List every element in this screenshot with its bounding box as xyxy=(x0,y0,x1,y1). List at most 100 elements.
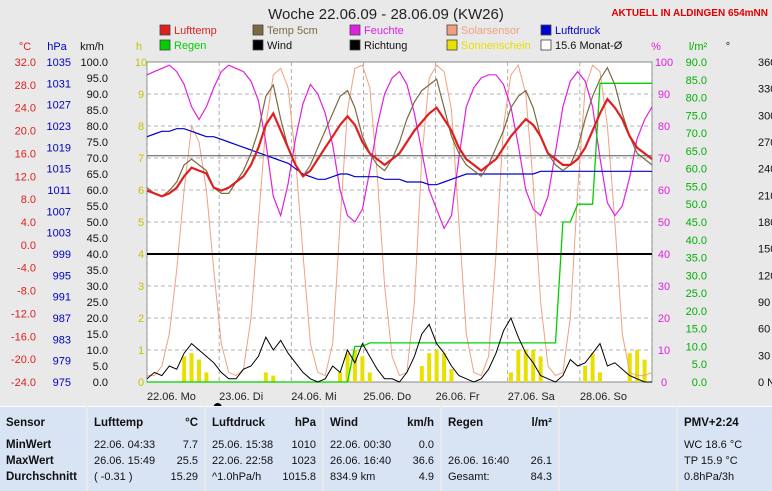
solarsensor-line xyxy=(147,64,653,377)
sunshine-bar xyxy=(352,350,357,382)
wind-distance: 834.9 km xyxy=(330,471,376,483)
wind-tick-label: 0.0 xyxy=(93,377,108,389)
wind-tick-label: 10.0 xyxy=(87,345,108,357)
sun-tick-label: 9 xyxy=(138,89,144,101)
temp-unit-label: °C xyxy=(19,41,31,53)
humidity-tick-label: 10 xyxy=(658,345,670,357)
feuchte-line xyxy=(146,64,653,230)
rain-tick-label: 45.0 xyxy=(686,217,707,229)
sunshine-bar xyxy=(642,359,647,382)
wind-tick-label: 75.0 xyxy=(87,137,108,149)
legend-swatch xyxy=(540,39,552,51)
sun-tick-label: 3 xyxy=(138,281,144,293)
sunshine-bar xyxy=(531,350,536,382)
legend-label: Wind xyxy=(267,40,292,52)
legend-label: 15.6 Monat-Ø xyxy=(555,40,623,52)
legend-label: Lufttemp xyxy=(174,25,217,37)
sunshine-bar xyxy=(189,353,194,382)
sun-tick-label: 10 xyxy=(135,57,147,69)
sunshine-bar xyxy=(263,372,268,382)
sunshine-bar xyxy=(538,356,543,382)
humidity-tick-label: 0 xyxy=(661,377,667,389)
luftdruck-trend: ^1.0hPa/h xyxy=(212,471,262,483)
direction-tick-label: 0 N xyxy=(758,377,772,389)
minwert-label: MinWert xyxy=(6,439,52,451)
temp-tick-label: -20.0 xyxy=(11,354,36,366)
pressure-tick-label: 1027 xyxy=(47,100,71,112)
sunshine-bar xyxy=(338,372,343,382)
regen-max-time: 26.06. 16:40 xyxy=(448,455,510,467)
luftdruck-column: Luftdruck hPa 25.06. 15:38 1010 22.06. 22:… xyxy=(206,406,322,491)
wind-tick-label: 60.0 xyxy=(87,185,108,197)
pressure-tick-label: 995 xyxy=(53,270,71,282)
wind-tick-label: 90.0 xyxy=(87,89,108,101)
luftdruck-min-value: 1010 xyxy=(291,439,316,451)
luftdruck-avg-value: 1015.8 xyxy=(282,471,316,483)
current-day-marker xyxy=(213,403,222,406)
regen-header: Regen xyxy=(448,417,484,429)
direction-tick-label: 240 xyxy=(758,164,772,176)
sunshine-bar xyxy=(367,372,372,382)
rain-tick-label: 0.0 xyxy=(692,377,707,389)
direction-tick-label: 270 W xyxy=(758,137,772,149)
x-tick-label: 24.06. Mi xyxy=(291,391,336,403)
pressure-unit-label: hPa xyxy=(47,41,67,53)
weather-chart: 22.06. Mo 23.06. Di 24.06. Mi 25.06. Do 26.0… xyxy=(11,24,772,406)
wind-tick-label: 30.0 xyxy=(87,281,108,293)
luftdruck-max-value: 1023 xyxy=(291,455,316,467)
luftdruck-min-time: 25.06. 15:38 xyxy=(212,439,274,451)
chart-title: Woche 22.06.09 - 28.06.09 (KW26) xyxy=(268,6,504,23)
temp-tick-label: 12.0 xyxy=(15,171,36,183)
sunshine-bar xyxy=(434,350,439,382)
sunshine-bar xyxy=(449,369,454,382)
legend-label: Luftdruck xyxy=(555,25,601,37)
x-tick-label: 25.06. Do xyxy=(363,391,411,403)
legend-label: Regen xyxy=(174,40,206,52)
maxwert-label: MaxWert xyxy=(6,455,54,467)
pressure-tick-label: 1023 xyxy=(47,121,71,133)
wind-tick-label: 70.0 xyxy=(87,153,108,165)
rain-tick-label: 75.0 xyxy=(686,110,707,122)
rain-tick-label: 20.0 xyxy=(686,306,707,318)
pressure-tick-label: 1007 xyxy=(47,206,71,218)
lufttemp-max-time: 26.06. 15:49 xyxy=(94,455,156,467)
wind-tick-label: 15.0 xyxy=(87,329,108,341)
temp-tick-label: 0.0 xyxy=(21,240,36,252)
pressure-tick-label: 983 xyxy=(53,334,71,346)
luftdruck-line xyxy=(146,128,652,186)
rain-tick-label: 65.0 xyxy=(686,146,707,158)
direction-tick-label: 330 xyxy=(758,84,772,96)
sunshine-bar xyxy=(583,366,588,382)
pressure-tick-label: 991 xyxy=(53,292,71,304)
wind-tick-label: 95.0 xyxy=(87,73,108,85)
sunshine-bar xyxy=(345,353,350,382)
luftdruck-max-time: 22.06. 22:58 xyxy=(212,455,274,467)
temp-tick-label: 24.0 xyxy=(15,103,36,115)
rain-unit-label: l/m² xyxy=(689,41,708,53)
rain-tick-label: 5.0 xyxy=(692,359,707,371)
sun-tick-label: 2 xyxy=(138,313,144,325)
humidity-tick-label: 80 xyxy=(658,121,670,133)
legend-swatch xyxy=(446,24,458,36)
humidity-tick-label: 100 xyxy=(655,57,673,69)
pmv-header: PMV+2:24 xyxy=(684,417,739,429)
humidity-tick-label: 50 xyxy=(658,217,670,229)
legend-swatch xyxy=(349,24,361,36)
rain-tick-label: 60.0 xyxy=(686,164,707,176)
regen-column: Regen l/m² 26.06. 16:40 26.1 Gesamt: 84.3 xyxy=(442,406,558,491)
sunshine-bar xyxy=(271,375,276,382)
sunshine-bar xyxy=(182,356,187,382)
sunshine-bar xyxy=(204,372,209,382)
humidity-tick-label: 20 xyxy=(658,313,670,325)
sunshine-bar xyxy=(196,359,201,382)
wind-tick-label: 45.0 xyxy=(87,233,108,245)
regen-total-value: 84.3 xyxy=(530,471,552,483)
direction-tick-label: 120 xyxy=(758,270,772,282)
empty-column xyxy=(560,406,676,491)
direction-tick-label: 60 xyxy=(758,324,770,336)
legend-label: Temp 5cm xyxy=(267,25,318,37)
wind-max-value: 36.6 xyxy=(412,455,434,467)
pmv-windchill: WC 18.6 °C xyxy=(684,439,743,451)
wind-tick-label: 5.0 xyxy=(93,361,108,373)
sun-tick-label: 4 xyxy=(138,249,144,261)
